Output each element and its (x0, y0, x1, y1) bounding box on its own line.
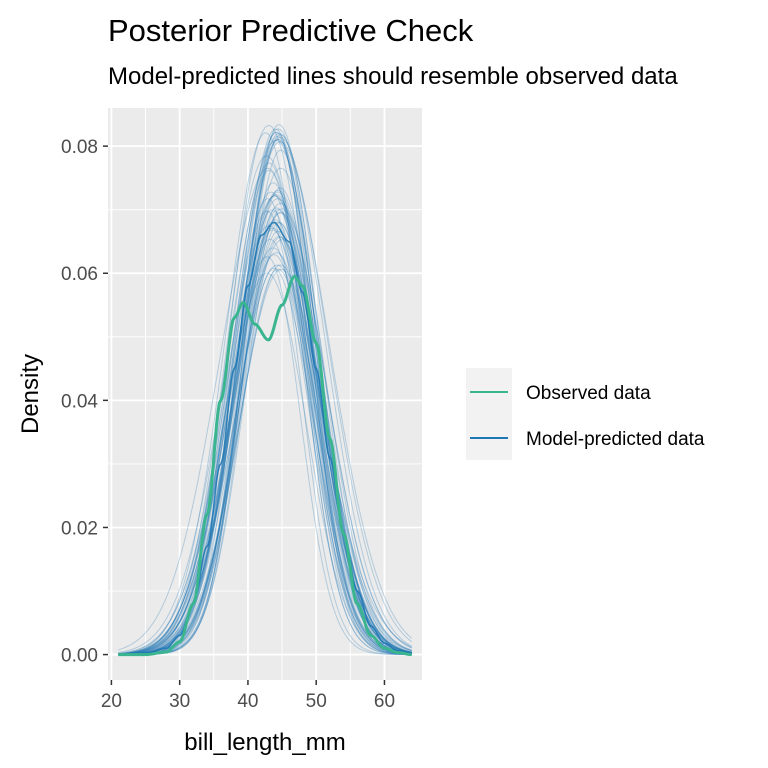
x-tick-label: 40 (237, 691, 258, 712)
predicted-draw-line (118, 141, 413, 655)
chart-subtitle: Model-predicted lines should resemble ob… (108, 63, 678, 90)
predicted-draw-line (118, 191, 412, 655)
y-tick-label: 0.06 (61, 264, 98, 285)
predicted-draw-line (118, 268, 412, 655)
predicted-draw-line (118, 139, 412, 653)
x-tick-label: 60 (374, 691, 395, 712)
predicted-draw-line (118, 229, 412, 655)
y-tick-label: 0.04 (61, 391, 98, 412)
predicted-draw-line (118, 128, 412, 655)
predicted-draw-line (118, 133, 412, 655)
x-tick-label: 50 (306, 691, 327, 712)
y-axis-ticks: 0.00 0.02 0.04 0.06 0.08 (61, 137, 108, 667)
predicted-draw-line (118, 189, 412, 655)
predicted-draw-line (118, 167, 412, 655)
predicted-draw-line (118, 227, 412, 655)
predicted-draw-line (118, 209, 412, 655)
predicted-draw-line (118, 225, 412, 655)
y-tick-label: 0.00 (61, 646, 98, 667)
predicted-draw-line (118, 230, 412, 656)
predicted-draw-line (118, 264, 412, 655)
predicted-draw-line (118, 125, 412, 655)
legend: Observed data Model-predicted data (466, 368, 705, 460)
predicted-draw-line (118, 238, 412, 655)
predicted-draw-line (118, 195, 412, 655)
predicted-draw-line (118, 169, 412, 655)
predicted-draw-line (118, 194, 412, 655)
predicted-draw-line (118, 136, 413, 655)
grid-lines (108, 108, 422, 680)
predicted-draw-line (118, 210, 412, 656)
x-axis-title: bill_length_mm (184, 729, 345, 756)
predicted-draw-line (118, 191, 412, 656)
predicted-draw-line (118, 221, 412, 655)
legend-label-predicted: Model-predicted data (526, 429, 705, 450)
predicted-draw-line (118, 135, 412, 655)
series-lines (118, 221, 412, 657)
predicted-draw-line (118, 134, 412, 655)
predicted-draw-line (118, 132, 412, 655)
predicted-draw-line (118, 187, 412, 656)
predicted-draw-line (118, 162, 412, 655)
x-axis-ticks: 20 30 40 50 60 (101, 680, 395, 712)
predicted-draw-line (118, 256, 412, 656)
legend-label-observed: Observed data (526, 383, 651, 404)
chart-title: Posterior Predictive Check (108, 13, 474, 48)
y-axis-title: Density (17, 354, 44, 434)
y-tick-label: 0.08 (61, 137, 98, 158)
predicted-mean-line (118, 221, 412, 656)
x-tick-label: 30 (169, 691, 190, 712)
plot-panel (108, 108, 422, 680)
predicted-draw-line (118, 167, 412, 655)
predicted-draw-line (118, 272, 412, 655)
predicted-draw-line (118, 219, 412, 655)
predicted-draw-line (118, 198, 412, 655)
observed-data-line (118, 274, 412, 657)
legend-keys-background (466, 368, 512, 460)
y-tick-label: 0.02 (61, 518, 98, 539)
predicted-draw-line (118, 138, 412, 655)
x-tick-label: 20 (101, 691, 122, 712)
predicted-draw-line (118, 254, 412, 656)
